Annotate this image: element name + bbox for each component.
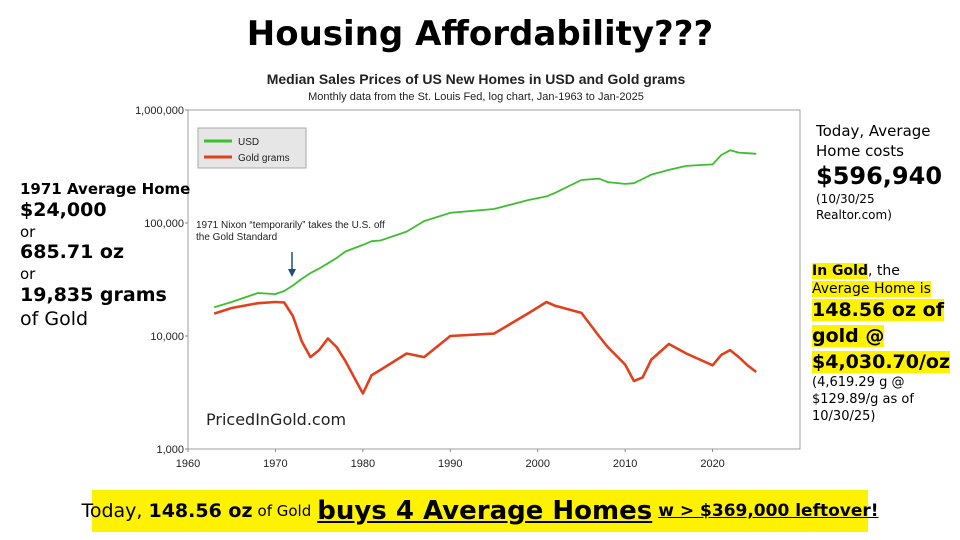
left-line: 19,835 grams [20, 283, 167, 306]
annotation-box: 1971 Nixon “temporarily” takes the U.S. … [196, 220, 385, 243]
y-tick-label: 100,000 [144, 218, 184, 230]
series-line [213, 149, 757, 309]
x-tick-label: 1980 [351, 458, 375, 470]
x-tick-label: 1990 [438, 458, 462, 470]
right-line: Average Home is [812, 281, 931, 298]
plot-frame [187, 109, 801, 450]
right-gold: In Gold, the Average Home is 148.56 oz o… [812, 262, 954, 426]
right-source: (10/30/25 Realtor.com) [816, 192, 892, 222]
left-line: or [20, 265, 36, 283]
right-line: Today, Average Home costs [816, 122, 931, 160]
y-tick-label: 1,000,000 [135, 105, 184, 117]
annotation: 1971 Nixon “temporarily” takes the U.S. … [196, 220, 385, 243]
x-tick-label: 2020 [700, 458, 724, 470]
banner-part: w > $369,000 leftover! [658, 501, 879, 521]
banner-part: buys 4 Average Homes [317, 496, 653, 526]
right-line: , the [867, 263, 900, 279]
banner-part: 148.56 oz [148, 500, 253, 522]
x-tick-label: 2000 [525, 458, 549, 470]
right-big-text: 148.56 oz of gold @ $4,030.70/oz [812, 299, 951, 373]
right-big: 148.56 oz of gold @ $4,030.70/oz [812, 298, 954, 375]
series-line [213, 300, 758, 395]
left-line: 685.71 oz [20, 241, 125, 264]
y-tick-label: 1,000 [156, 444, 184, 456]
y-tick-label: 10,000 [150, 331, 184, 343]
right-top: Today, Average Home costs $596,940 (10/3… [816, 122, 946, 223]
x-tick-label: 1970 [263, 458, 287, 470]
left-line: $24,000 [20, 198, 107, 221]
legend-label: Gold grams [238, 153, 290, 164]
banner-part: of Gold [257, 502, 312, 520]
left-line: or [20, 222, 36, 241]
left-note: 1971 Average Home $24,000 or 685.71 oz o… [20, 180, 190, 331]
watermark: PricedInGold.com [206, 410, 346, 429]
legend-box [197, 127, 307, 169]
annotation-arrowhead [288, 269, 296, 277]
legend-label: USD [238, 137, 259, 148]
left-line: 1971 Average Home [20, 180, 191, 198]
chart-subtitle: Monthly data from the St. Louis Fed, log… [308, 91, 644, 103]
right-small: (4,619.29 g @ $129.89/g as of 10/30/25) [812, 375, 914, 425]
chart-title: Median Sales Prices of US New Homes in U… [267, 71, 686, 87]
right-highlight: In Gold [812, 263, 868, 279]
banner-part: Today, [81, 500, 143, 522]
banner: Today, 148.56 oz of Gold buys 4 Average … [81, 490, 879, 532]
left-line: of Gold [20, 307, 89, 330]
right-price: $596,940 [816, 162, 943, 190]
x-tick-label: 1960 [176, 458, 200, 470]
headline: Housing Affordability??? [246, 14, 714, 54]
x-tick-label: 2010 [613, 458, 637, 470]
